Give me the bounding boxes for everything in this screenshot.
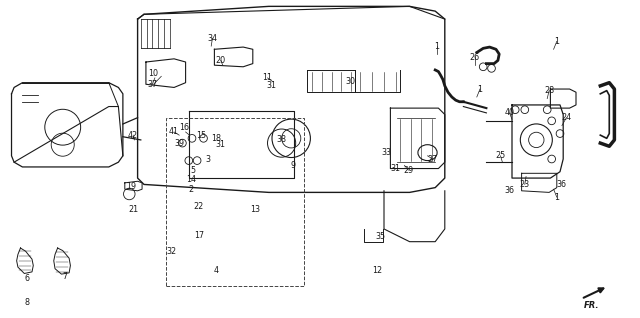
Text: 31: 31 <box>266 81 276 90</box>
Text: 35: 35 <box>375 232 385 241</box>
Text: 19: 19 <box>126 182 136 190</box>
Text: 7: 7 <box>63 272 68 281</box>
Text: 28: 28 <box>544 86 554 95</box>
Text: 15: 15 <box>196 131 207 140</box>
Text: 12: 12 <box>372 266 383 275</box>
Text: 39: 39 <box>174 139 184 148</box>
Text: 31: 31 <box>390 164 401 173</box>
Text: 20: 20 <box>216 56 226 65</box>
Text: 18: 18 <box>211 134 221 143</box>
Text: 10: 10 <box>148 69 159 78</box>
Text: 4: 4 <box>213 266 218 275</box>
Text: 27: 27 <box>428 155 438 163</box>
Text: 2: 2 <box>188 185 193 194</box>
Text: 31: 31 <box>216 140 226 149</box>
Text: FR.: FR. <box>584 301 599 310</box>
Text: 30: 30 <box>346 77 356 86</box>
Text: 32: 32 <box>166 247 177 256</box>
Text: 24: 24 <box>561 113 572 122</box>
Text: 1: 1 <box>554 193 559 202</box>
Text: 29: 29 <box>403 166 413 175</box>
Text: 36: 36 <box>557 180 567 189</box>
Text: 21: 21 <box>128 205 138 214</box>
Bar <box>166 118 304 286</box>
Text: 3: 3 <box>205 155 211 163</box>
Text: 37: 37 <box>147 80 157 89</box>
Text: 1: 1 <box>435 42 440 51</box>
Text: 22: 22 <box>193 202 204 211</box>
Text: 8: 8 <box>24 298 29 307</box>
Text: 13: 13 <box>250 205 260 214</box>
Text: 40: 40 <box>504 108 515 117</box>
Text: 1: 1 <box>477 85 483 93</box>
Text: 25: 25 <box>495 151 506 160</box>
Text: 23: 23 <box>520 180 530 189</box>
Text: 34: 34 <box>207 34 218 43</box>
Text: 38: 38 <box>276 135 287 144</box>
Text: 6: 6 <box>24 274 29 283</box>
Text: 41: 41 <box>169 128 179 136</box>
Text: 33: 33 <box>381 148 392 157</box>
Text: 14: 14 <box>186 175 196 184</box>
Text: 5: 5 <box>191 166 196 175</box>
Text: 11: 11 <box>262 73 273 82</box>
Text: 9: 9 <box>291 161 296 170</box>
Text: 26: 26 <box>470 53 480 62</box>
Text: 42: 42 <box>128 131 138 140</box>
Text: 16: 16 <box>179 123 189 132</box>
Text: 36: 36 <box>504 186 515 195</box>
Text: 1: 1 <box>554 37 559 46</box>
Text: 17: 17 <box>195 231 205 240</box>
